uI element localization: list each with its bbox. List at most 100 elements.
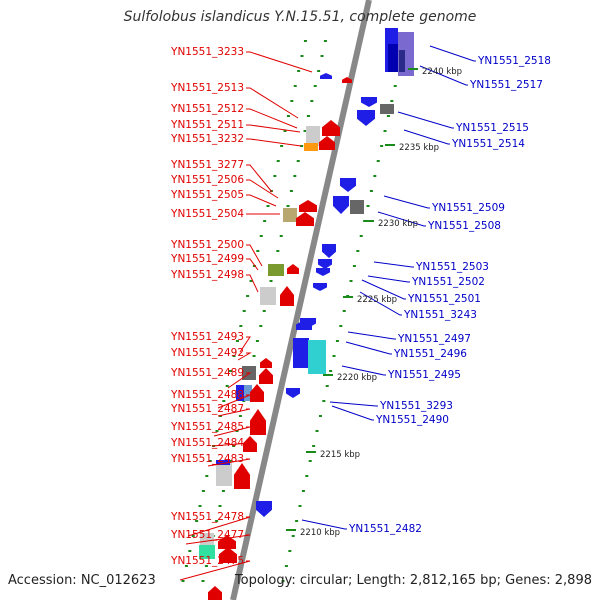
right-gene-label[interactable]: YN1551_2503 [415,261,489,273]
right-gene-label[interactable]: YN1551_2517 [469,79,543,91]
gene-feature [244,385,252,401]
gene-feature-reverse [333,196,349,214]
leader-line [185,534,251,545]
gene-feature-forward [234,463,250,489]
right-gene-label[interactable]: YN1551_2502 [411,276,485,288]
guide-dot [366,205,370,207]
left-gene-label[interactable]: YN1551_2484 [170,437,244,449]
leader-line [377,211,426,227]
guide-dot [188,550,192,552]
guide-dot [218,505,222,507]
left-gene-label[interactable]: YN1551_2504 [170,208,244,220]
leader-line [373,261,414,268]
leader-line [213,426,251,437]
gene-feature-forward [208,586,222,600]
left-gene-label[interactable]: YN1551_2475 [170,555,244,567]
guide-dot [284,565,288,567]
guide-dot [342,310,346,312]
guide-dot [252,265,256,267]
right-gene-label[interactable]: YN1551_3243 [403,309,477,321]
left-gene-label[interactable]: YN1551_2498 [170,269,244,281]
left-gene-label[interactable]: YN1551_2492 [170,347,244,359]
left-gene-label[interactable]: YN1551_2505 [170,189,244,201]
scale-label: 2215 kbp [320,450,360,460]
right-gene-label[interactable]: YN1551_2508 [427,220,501,232]
left-gene-label[interactable]: YN1551_2493 [170,331,244,343]
left-gene-label[interactable]: YN1551_2485 [170,421,244,433]
guide-dot [376,160,380,162]
left-gene-label[interactable]: YN1551_2513 [170,82,244,94]
guide-dot [359,235,363,237]
left-gene-label[interactable]: YN1551_3277 [170,159,244,171]
guide-dot [215,520,219,522]
right-gene-label[interactable]: YN1551_2490 [375,414,449,426]
left-gene-label[interactable]: YN1551_2487 [170,403,244,415]
right-gene-label[interactable]: YN1551_2501 [407,293,481,305]
left-gene-label[interactable]: YN1551_2506 [170,174,244,186]
map-title: Sulfolobus islandicus Y.N.15.51, complet… [123,9,477,25]
guide-dot [208,460,212,462]
guide-dot [318,415,322,417]
guide-dot [303,40,307,42]
guide-dot [181,580,185,582]
guide-dot [369,190,373,192]
left-gene-label[interactable]: YN1551_2499 [170,253,244,265]
gene-feature-forward [259,368,273,384]
left-gene-label[interactable]: YN1551_2512 [170,103,244,115]
gene-feature [293,338,309,368]
guide-dot [305,475,309,477]
scale-tick [343,296,353,298]
scale-tick [323,374,333,376]
guide-dot [242,310,246,312]
right-gene-label[interactable]: YN1551_2496 [393,348,467,360]
guide-dot [205,475,209,477]
left-gene-label[interactable]: YN1551_2478 [170,511,244,523]
right-label-leaders [301,45,476,530]
right-gene-label[interactable]: YN1551_3293 [379,400,453,412]
left-label-leaders [179,51,313,581]
guide-dot [229,370,233,372]
left-gene-label[interactable]: YN1551_2500 [170,239,244,251]
guide-dot [383,130,387,132]
guide-dot [286,205,290,207]
left-gene-label[interactable]: YN1551_2488 [170,389,244,401]
leader-line [237,352,252,361]
left-gene-label[interactable]: YN1551_2477 [170,529,244,541]
leader-line [207,458,251,467]
right-gene-label[interactable]: YN1551_2495 [387,369,461,381]
left-gene-label[interactable]: YN1551_2489 [170,367,244,379]
right-gene-labels: YN1551_2518 YN1551_2517 YN1551_2515 YN1551_… [348,55,551,535]
gene-feature-forward [260,358,272,368]
leader-line [397,111,454,129]
left-gene-label[interactable]: YN1551_3232 [170,133,244,145]
right-gene-label[interactable]: YN1551_2515 [455,122,529,134]
right-gene-label[interactable]: YN1551_2518 [477,55,551,67]
left-gene-label[interactable]: YN1551_2511 [170,119,244,131]
right-gene-label[interactable]: YN1551_2509 [431,202,505,214]
guide-dot [320,55,324,57]
gene-feature-forward [219,547,237,563]
guide-dot [235,340,239,342]
gene-feature [268,264,284,276]
leader-line [239,336,251,353]
scale-label: 2210 kbp [300,528,340,538]
right-gene-label[interactable]: YN1551_2482 [348,523,422,535]
gene-feature-reverse [322,244,336,258]
leader-line [211,442,251,447]
right-gene-label[interactable]: YN1551_2514 [451,138,525,150]
guide-dot [286,115,290,117]
gene-feature [388,44,398,72]
guide-dot [281,580,285,582]
right-gene-label[interactable]: YN1551_2497 [397,333,471,345]
guide-dot [297,70,301,72]
left-gene-label[interactable]: YN1551_2483 [170,453,244,465]
guide-dot [293,175,297,177]
gene-feature-reverse [340,178,356,192]
gene-feature-forward [299,200,317,212]
guide-dot [298,505,302,507]
leader-line [361,279,406,300]
leader-line [331,405,374,421]
left-gene-label[interactable]: YN1551_3233 [170,46,244,58]
guide-dot [238,415,242,417]
